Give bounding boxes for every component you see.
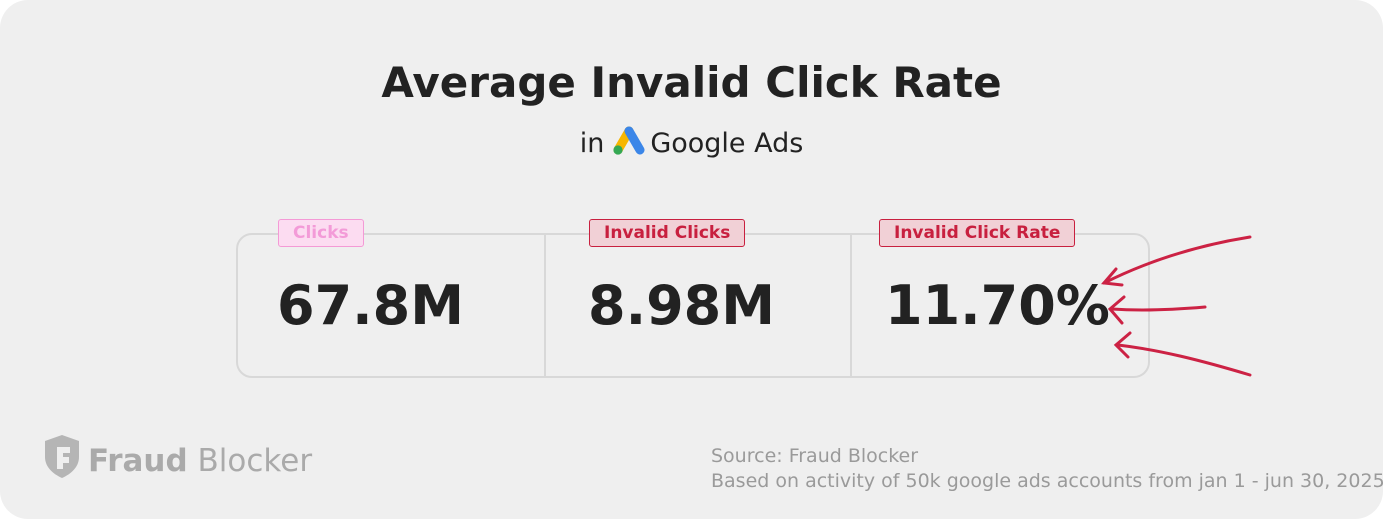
platform-name: Google Ads	[650, 128, 804, 159]
google-ads-logo	[613, 126, 645, 155]
stat-value: 11.70%	[885, 274, 1110, 337]
source: Source: Fraud Blocker	[711, 445, 919, 467]
stat-value: 67.8M	[277, 274, 464, 337]
brand-logo: Fraud Blocker	[42, 433, 312, 479]
note: Based on activity of 50k google ads acco…	[711, 470, 1383, 492]
brand-bold: Fraud	[88, 443, 188, 479]
brand-shield	[45, 435, 79, 478]
subtitle-prefix: in	[579, 128, 605, 159]
stat-label: Clicks	[278, 219, 364, 247]
stat-label: Invalid Click Rate	[879, 219, 1076, 247]
stat-label: Invalid Clicks	[589, 219, 746, 247]
stat-value: 8.98M	[588, 274, 775, 337]
title: Average Invalid Click Rate	[381, 58, 1002, 107]
divider	[850, 235, 852, 376]
subtitle: in Google Ads	[0, 126, 1383, 159]
arrows	[1101, 235, 1252, 377]
brand-light: Blocker	[197, 443, 313, 479]
divider	[544, 235, 546, 376]
